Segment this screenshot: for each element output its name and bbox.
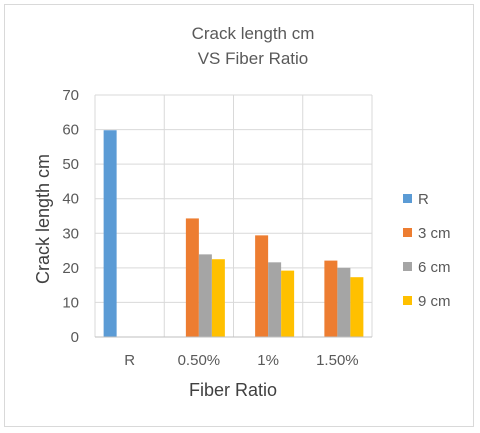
legend-label: 6 cm <box>418 259 451 276</box>
y-tick-label: 70 <box>62 87 79 104</box>
y-tick-label: 50 <box>62 156 79 173</box>
bar-r-R <box>103 130 117 337</box>
chart-title-line-1: Crack length cm <box>192 24 315 43</box>
bars <box>103 130 364 337</box>
bar-3-cm-150 <box>324 260 338 337</box>
bar-6-cm-150 <box>337 267 351 337</box>
bar-9-cm-050 <box>211 259 225 337</box>
bar-3-cm-1 <box>255 235 269 337</box>
x-axis: R 0.50% 1% 1.50% <box>95 336 372 369</box>
y-tick-label: 40 <box>62 191 79 208</box>
chart-title-line-2: VS Fiber Ratio <box>198 49 309 68</box>
y-axis: 0 10 20 30 40 50 60 70 <box>62 87 79 346</box>
legend-swatch-6-cm <box>403 262 412 271</box>
bar-6-cm-1 <box>268 262 282 337</box>
y-tick-label: 60 <box>62 122 79 139</box>
bar-6-cm-050 <box>198 254 212 337</box>
chart-frame <box>4 4 474 427</box>
y-tick-label: 20 <box>62 260 79 277</box>
legend-label: 3 cm <box>418 225 451 242</box>
legend-swatch-r <box>403 194 412 203</box>
y-tick-label: 10 <box>62 294 79 311</box>
y-tick-label: 0 <box>71 329 79 346</box>
y-axis-title: Crack length cm <box>33 154 53 284</box>
x-tick-label: 0.50% <box>178 352 221 369</box>
x-tick-label: 1% <box>257 352 279 369</box>
legend-swatch-9-cm <box>403 296 412 305</box>
legend-swatch-3-cm <box>403 228 412 237</box>
bar-3-cm-050 <box>185 218 199 337</box>
y-tick-label: 30 <box>62 225 79 242</box>
bar-9-cm-1 <box>281 270 295 337</box>
bar-9-cm-150 <box>350 277 364 337</box>
legend: R 3 cm 6 cm 9 cm <box>403 191 451 310</box>
x-tick-label: 1.50% <box>316 352 359 369</box>
x-axis-title: Fiber Ratio <box>189 380 277 400</box>
legend-label: R <box>418 191 429 208</box>
x-tick-label: R <box>124 352 135 369</box>
legend-label: 9 cm <box>418 293 451 310</box>
